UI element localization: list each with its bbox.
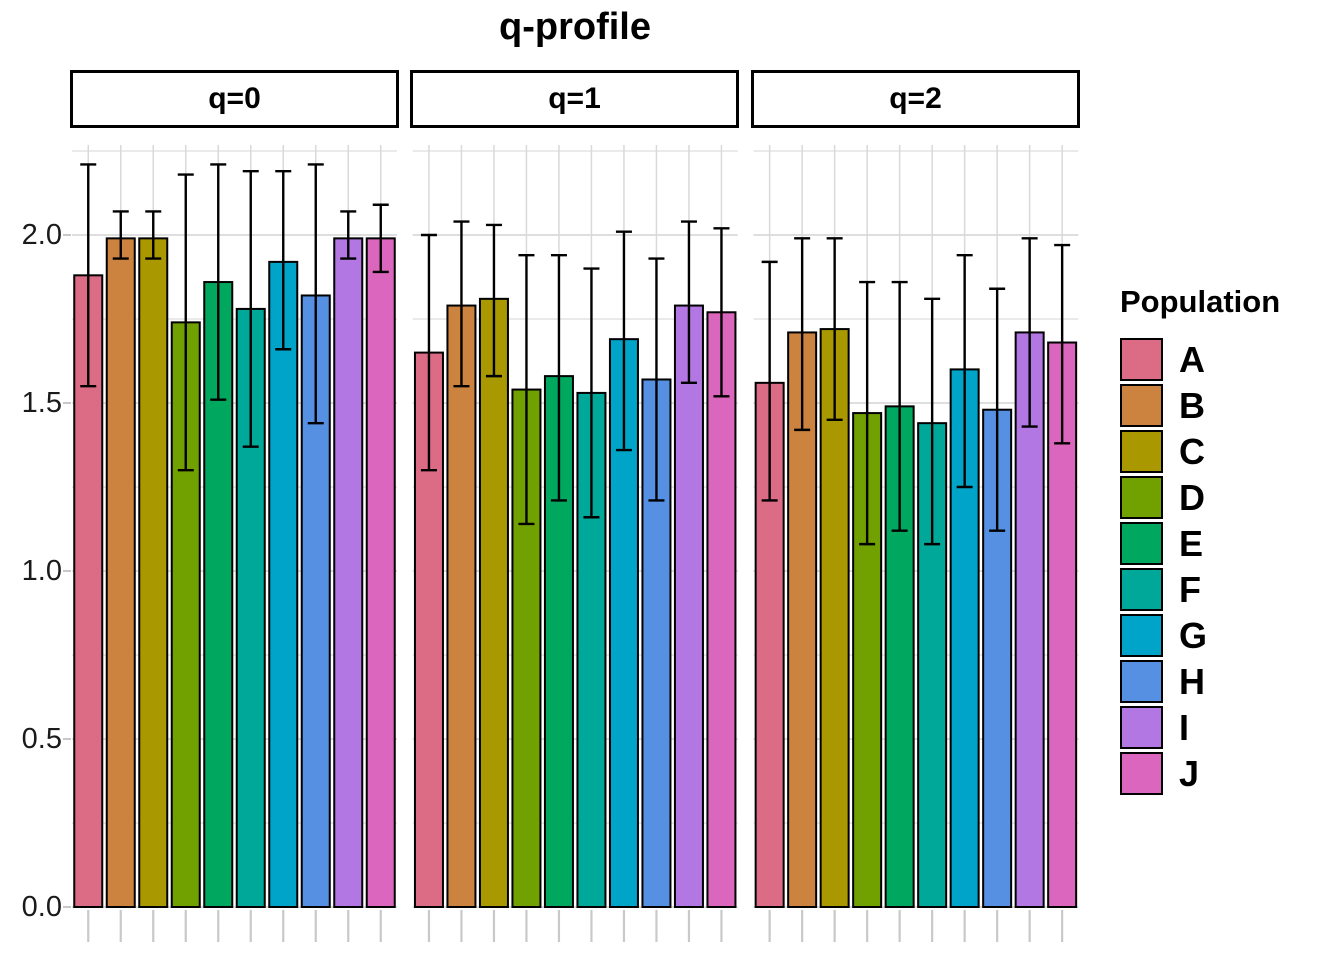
legend-item-I: I [1120, 706, 1280, 749]
legend-item-F: F [1120, 568, 1280, 611]
legend-swatch-I [1120, 706, 1163, 749]
bar-q=0-B [105, 237, 136, 909]
bar-q=1-E [543, 375, 574, 908]
legend-label-J: J [1179, 753, 1200, 794]
legend-label-B: B [1179, 385, 1205, 426]
y-axis-label-0.5: 0.5 [21, 723, 62, 755]
legend-swatch-J [1120, 752, 1163, 795]
legend-item-A: A [1120, 338, 1280, 381]
legend-swatch-G [1120, 614, 1163, 657]
legend-swatch-F [1120, 568, 1163, 611]
bar-q=0-C [138, 237, 169, 909]
bar-q=0-J [365, 237, 396, 909]
legend-item-E: E [1120, 522, 1280, 565]
bar-q=1-F [576, 391, 607, 909]
legend-label-C: C [1179, 431, 1205, 472]
legend-item-D: D [1120, 476, 1280, 519]
bar-q=1-B [446, 304, 477, 908]
legend-swatch-E [1120, 522, 1163, 565]
legend-label-A: A [1179, 339, 1205, 380]
facet-strip-label-q0: q=0 [208, 82, 261, 115]
legend-swatch-D [1120, 476, 1163, 519]
legend-swatch-A [1120, 338, 1163, 381]
chart-title: q-profile [499, 6, 651, 48]
bar-q=1-C [478, 297, 509, 908]
legend-item-B: B [1120, 384, 1280, 427]
y-axis-label-1.5: 1.5 [21, 387, 62, 419]
legend-label-G: G [1179, 615, 1208, 656]
bar-q=2-I [1014, 331, 1045, 908]
legend-label-H: H [1179, 661, 1205, 702]
legend-swatch-H [1120, 660, 1163, 703]
legend-title: Population [1120, 284, 1281, 319]
facet-strip-label-q1: q=1 [548, 82, 601, 115]
bar-q=0-I [333, 237, 364, 909]
facet-strip-label-q2: q=2 [889, 82, 942, 115]
legend-label-E: E [1179, 523, 1204, 564]
legend-swatch-C [1120, 430, 1163, 473]
y-axis-label-2.0: 2.0 [21, 219, 62, 251]
facet-strip-q2: q=2 [751, 70, 1080, 128]
legend-item-H: H [1120, 660, 1280, 703]
bar-q=1-I [673, 304, 704, 908]
y-axis-label-1.0: 1.0 [21, 555, 62, 587]
facet-strip-q1: q=1 [410, 70, 739, 128]
legend-item-G: G [1120, 614, 1280, 657]
legend-swatch-B [1120, 384, 1163, 427]
bar-q=1-J [706, 311, 737, 908]
legend-label-F: F [1179, 569, 1201, 610]
bar-q=2-C [819, 328, 850, 908]
bar-q=0-G [268, 260, 299, 908]
legend-item-C: C [1120, 430, 1280, 473]
legend-label-D: D [1179, 477, 1205, 518]
legend-item-J: J [1120, 752, 1280, 795]
facet-strip-q0: q=0 [70, 70, 399, 128]
legend-label-I: I [1179, 707, 1190, 748]
y-axis-label-0.0: 0.0 [21, 891, 62, 923]
